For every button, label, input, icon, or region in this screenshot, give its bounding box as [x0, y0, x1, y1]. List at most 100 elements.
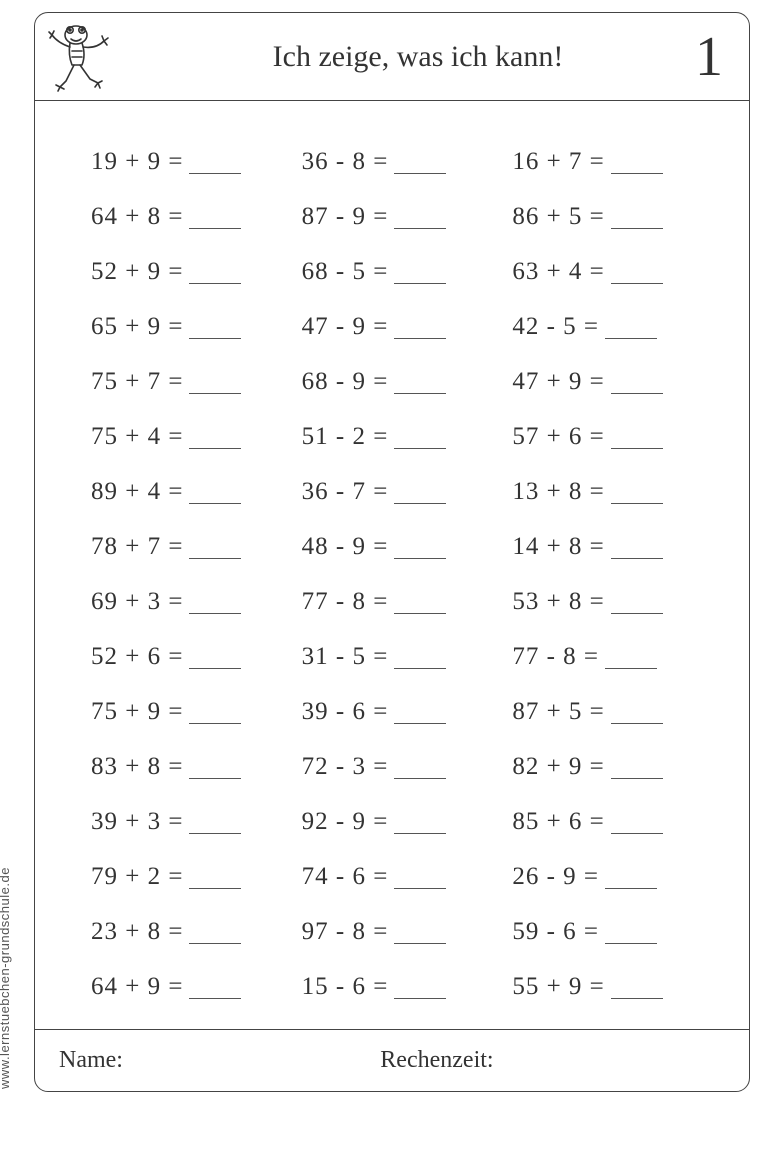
answer-blank[interactable]: [394, 887, 446, 889]
problem-expression: 39 + 3 =: [91, 808, 183, 842]
problem-expression: 63 + 4 =: [512, 258, 604, 292]
problem: 72 - 3 =: [302, 732, 503, 787]
answer-blank[interactable]: [189, 447, 241, 449]
problem-expression: 31 - 5 =: [302, 643, 389, 677]
problem: 55 + 9 =: [512, 952, 713, 1007]
answer-blank[interactable]: [189, 612, 241, 614]
frog-mascot-icon: [35, 13, 127, 101]
answer-blank[interactable]: [611, 447, 663, 449]
problem-expression: 64 + 9 =: [91, 973, 183, 1007]
problem: 26 - 9 =: [512, 842, 713, 897]
answer-blank[interactable]: [189, 667, 241, 669]
answer-blank[interactable]: [394, 172, 446, 174]
answer-blank[interactable]: [189, 722, 241, 724]
answer-blank[interactable]: [605, 942, 657, 944]
answer-blank[interactable]: [605, 887, 657, 889]
problem: 82 + 9 =: [512, 732, 713, 787]
answer-blank[interactable]: [394, 777, 446, 779]
problem-expression: 42 - 5 =: [512, 313, 599, 347]
answer-blank[interactable]: [394, 557, 446, 559]
problem: 69 + 3 =: [91, 567, 292, 622]
problem: 13 + 8 =: [512, 457, 713, 512]
problem: 52 + 6 =: [91, 622, 292, 677]
problem-expression: 19 + 9 =: [91, 148, 183, 182]
problem-expression: 69 + 3 =: [91, 588, 183, 622]
answer-blank[interactable]: [394, 502, 446, 504]
answer-blank[interactable]: [189, 392, 241, 394]
answer-blank[interactable]: [611, 612, 663, 614]
problem: 39 + 3 =: [91, 787, 292, 842]
problem-expression: 89 + 4 =: [91, 478, 183, 512]
answer-blank[interactable]: [394, 337, 446, 339]
answer-blank[interactable]: [611, 172, 663, 174]
page-number: 1: [695, 29, 723, 85]
answer-blank[interactable]: [394, 282, 446, 284]
answer-blank[interactable]: [611, 777, 663, 779]
source-url: www.lernstuebchen-grundschule.de: [0, 867, 12, 1089]
problem: 59 - 6 =: [512, 897, 713, 952]
problem-expression: 26 - 9 =: [512, 863, 599, 897]
problem-expression: 47 + 9 =: [512, 368, 604, 402]
problem-expression: 77 - 8 =: [302, 588, 389, 622]
answer-blank[interactable]: [189, 172, 241, 174]
answer-blank[interactable]: [611, 832, 663, 834]
answer-blank[interactable]: [394, 832, 446, 834]
answer-blank[interactable]: [394, 667, 446, 669]
problem: 23 + 8 =: [91, 897, 292, 952]
answer-blank[interactable]: [189, 997, 241, 999]
answer-blank[interactable]: [394, 447, 446, 449]
problem-expression: 75 + 7 =: [91, 368, 183, 402]
problem: 14 + 8 =: [512, 512, 713, 567]
answer-blank[interactable]: [605, 337, 657, 339]
answer-blank[interactable]: [189, 942, 241, 944]
problem-expression: 78 + 7 =: [91, 533, 183, 567]
problem: 31 - 5 =: [302, 622, 503, 677]
page-title: Ich zeige, was ich kann!: [127, 40, 749, 74]
problem: 15 - 6 =: [302, 952, 503, 1007]
answer-blank[interactable]: [605, 667, 657, 669]
problem: 75 + 4 =: [91, 402, 292, 457]
footer: Name: Rechenzeit:: [35, 1029, 749, 1091]
answer-blank[interactable]: [611, 227, 663, 229]
answer-blank[interactable]: [189, 502, 241, 504]
problem-expression: 39 - 6 =: [302, 698, 389, 732]
problem-expression: 13 + 8 =: [512, 478, 604, 512]
problem-expression: 72 - 3 =: [302, 753, 389, 787]
problem: 87 + 5 =: [512, 677, 713, 732]
problem-expression: 57 + 6 =: [512, 423, 604, 457]
answer-blank[interactable]: [189, 227, 241, 229]
time-label: Rechenzeit:: [356, 1047, 749, 1074]
answer-blank[interactable]: [189, 832, 241, 834]
answer-blank[interactable]: [189, 282, 241, 284]
problem-expression: 53 + 8 =: [512, 588, 604, 622]
problem-expression: 82 + 9 =: [512, 753, 604, 787]
answer-blank[interactable]: [189, 337, 241, 339]
answer-blank[interactable]: [611, 722, 663, 724]
problem: 75 + 7 =: [91, 347, 292, 402]
problem-expression: 15 - 6 =: [302, 973, 389, 1007]
answer-blank[interactable]: [189, 557, 241, 559]
answer-blank[interactable]: [611, 502, 663, 504]
problem-expression: 68 - 9 =: [302, 368, 389, 402]
problem-expression: 52 + 9 =: [91, 258, 183, 292]
answer-blank[interactable]: [189, 887, 241, 889]
answer-blank[interactable]: [611, 282, 663, 284]
problem-expression: 97 - 8 =: [302, 918, 389, 952]
answer-blank[interactable]: [189, 777, 241, 779]
problem: 36 - 7 =: [302, 457, 503, 512]
problem: 85 + 6 =: [512, 787, 713, 842]
answer-blank[interactable]: [394, 942, 446, 944]
problem-expression: 55 + 9 =: [512, 973, 604, 1007]
answer-blank[interactable]: [394, 227, 446, 229]
answer-blank[interactable]: [394, 722, 446, 724]
problem: 83 + 8 =: [91, 732, 292, 787]
problem: 65 + 9 =: [91, 292, 292, 347]
answer-blank[interactable]: [394, 997, 446, 999]
answer-blank[interactable]: [611, 392, 663, 394]
problem: 64 + 8 =: [91, 182, 292, 237]
problem-expression: 92 - 9 =: [302, 808, 389, 842]
answer-blank[interactable]: [394, 392, 446, 394]
answer-blank[interactable]: [611, 997, 663, 999]
answer-blank[interactable]: [394, 612, 446, 614]
answer-blank[interactable]: [611, 557, 663, 559]
